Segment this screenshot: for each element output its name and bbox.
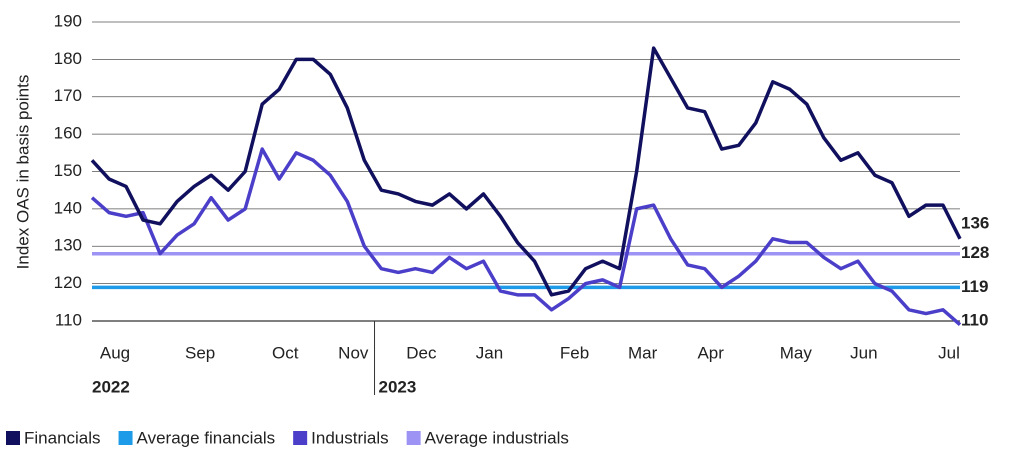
x-tick-label: Jan	[476, 343, 503, 362]
legend-swatch	[6, 431, 20, 445]
y-tick-label: 160	[54, 124, 82, 143]
end-label: 136	[961, 213, 989, 232]
y-tick-label: 170	[54, 86, 82, 105]
series-line	[90, 46, 962, 297]
end-label: 119	[961, 277, 988, 296]
x-tick-label: Aug	[100, 343, 130, 362]
y-tick-label: 110	[55, 310, 82, 329]
y-tick-label: 120	[54, 273, 82, 292]
x-tick-label: Dec	[406, 343, 437, 362]
legend-label: Average industrials	[425, 428, 569, 447]
year-label: 2023	[379, 377, 417, 396]
legend-swatch	[406, 431, 421, 445]
legend-label: Industrials	[311, 428, 388, 447]
y-axis-label: Index OAS in basis points	[13, 75, 32, 270]
y-tick-label: 150	[54, 161, 82, 180]
x-tick-label: Oct	[272, 343, 299, 362]
y-tick-label: 130	[54, 236, 82, 255]
legend-swatch	[293, 431, 308, 445]
x-tick-label: Jul	[938, 343, 960, 362]
legend-swatch	[118, 431, 133, 445]
x-tick-label: Sep	[185, 343, 215, 362]
x-tick-label: Feb	[560, 343, 589, 362]
legend-label: Financials	[24, 428, 101, 447]
series-line	[90, 147, 962, 327]
y-tick-label: 180	[54, 49, 82, 68]
end-label: 128	[961, 243, 989, 262]
end-label: 110	[961, 310, 988, 329]
x-tick-label: Nov	[338, 343, 369, 362]
x-tick-label: May	[780, 343, 813, 362]
x-tick-label: Apr	[697, 343, 724, 362]
legend-label: Average financials	[137, 428, 276, 447]
year-label: 2022	[92, 377, 130, 396]
x-tick-label: Mar	[628, 343, 658, 362]
y-tick-label: 140	[54, 198, 82, 217]
x-tick-label: Jun	[850, 343, 877, 362]
y-tick-label: 190	[54, 11, 82, 30]
